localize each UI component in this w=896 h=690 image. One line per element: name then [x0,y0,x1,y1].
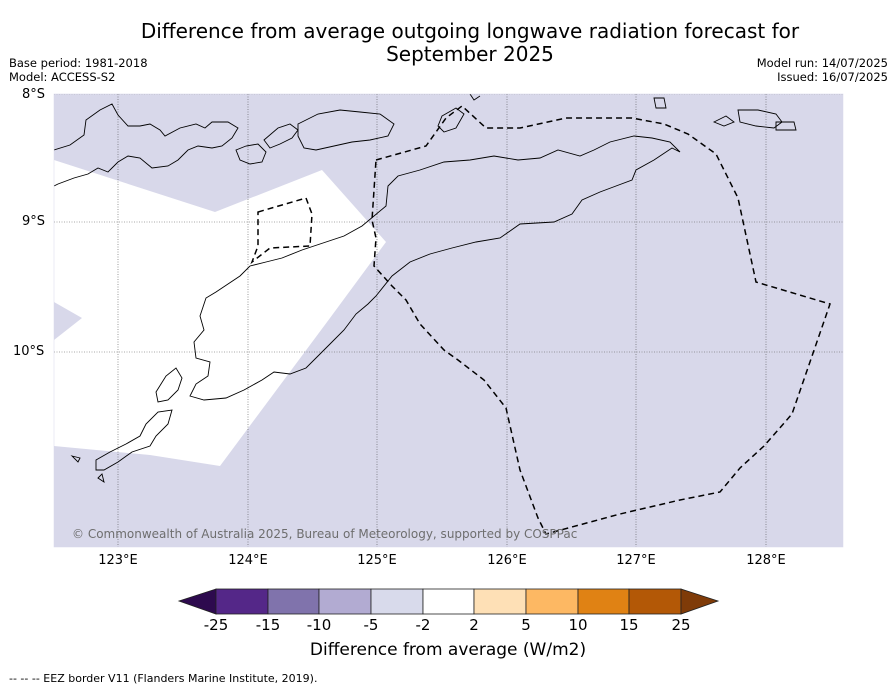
model-run: Model run: 14/07/2025 [756,56,888,70]
issued-date: Issued: 16/07/2025 [777,70,888,84]
colorbar-tick: -2 [415,616,431,634]
meta-left: Base period: 1981-2018 Model: ACCESS-S2 [9,56,148,84]
meta-right: Model run: 14/07/2025 Issued: 16/07/2025 [757,56,888,84]
colorbar-bin [215,588,269,615]
colorbar-tick: 10 [568,616,588,634]
colorbar-tick: -10 [306,616,332,634]
model-name: Model: ACCESS-S2 [9,70,116,84]
colorbar-bin [473,588,527,615]
colorbar-tick: 15 [619,616,639,634]
lon-label-124e: 124°E [228,553,268,568]
colorbar-bin [577,588,630,615]
neutral-region [54,160,386,466]
lon-label-128e: 128°E [746,553,786,568]
coastlines [54,94,797,484]
lon-label-123e: 123°E [98,553,138,568]
colorbar-bin [422,588,475,615]
colorbar-bin [525,588,579,615]
eez-footnote: -- -- -- EEZ border V11 (Flanders Marine… [9,672,318,685]
copyright-notice: © Commonwealth of Australia 2025, Bureau… [72,527,578,541]
lat-label-8s: 8°S [22,87,46,102]
colorbar-extend-high [680,588,720,615]
colorbar-tick: 2 [469,616,479,634]
lon-label-126e: 126°E [487,553,527,568]
colorbar-tick: 5 [521,616,531,634]
colorbar-tick: -25 [203,616,229,634]
chart-title: Difference from average outgoing longwav… [140,19,800,66]
colorbar-bin [267,588,320,615]
colorbar [177,588,720,615]
eez-border [250,105,831,535]
base-period: Base period: 1981-2018 [9,56,148,70]
colorbar-extend-low [177,588,217,615]
colorbar-tick: -5 [363,616,379,634]
colorbar-bin [318,588,372,615]
colorbar-tick: -15 [255,616,281,634]
colorbar-tick: 25 [671,616,691,634]
lon-label-125e: 125°E [357,553,397,568]
lon-label-127e: 127°E [616,553,656,568]
colorbar-label: Difference from average (W/m2) [309,640,587,660]
colorbar-bin [370,588,424,615]
lat-label-9s: 9°S [22,214,46,229]
lat-label-10s: 10°S [13,344,45,359]
graticule [54,94,843,547]
colorbar-bin [628,588,682,615]
